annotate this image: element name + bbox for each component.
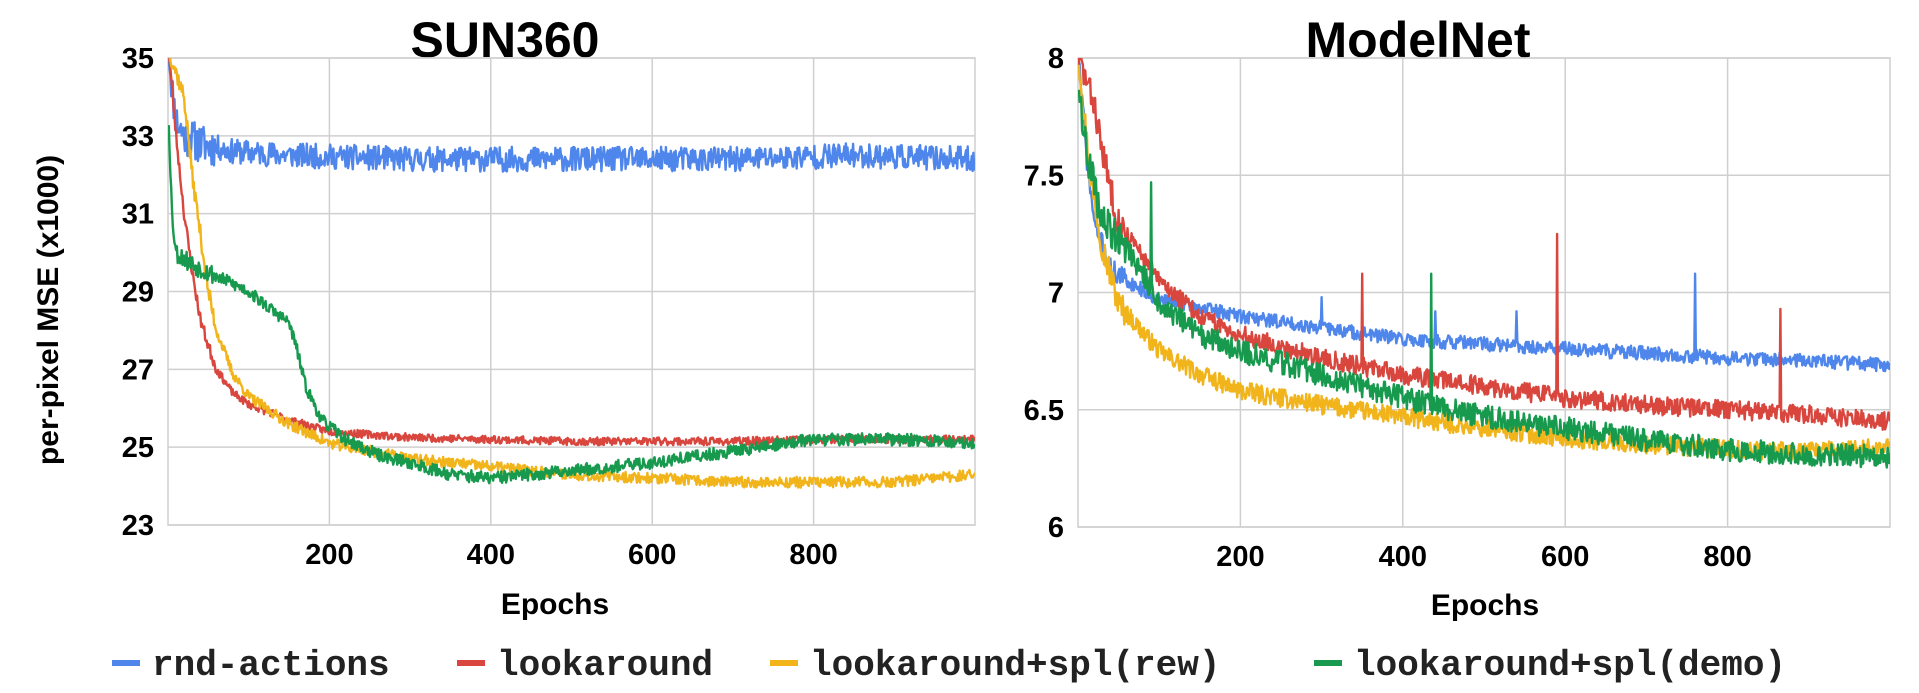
legend-item-lookaround+spl(demo): lookaround+spl(demo) [1314,645,1786,686]
y-tick-label: 35 [122,43,154,75]
x-tick-label: 600 [1541,541,1589,573]
x-tick-label: 200 [1216,541,1264,573]
x-axis-label: Epochs [501,588,609,621]
x-axis-label: Epochs [1431,589,1539,622]
chart-title: SUN360 [411,12,600,68]
y-axis-label: per-pixel MSE (x1000) [32,155,65,465]
series-line-lookaround [1078,58,1890,431]
y-tick-label: 31 [122,199,154,231]
series-line-rnd-actions [1078,62,1890,373]
x-tick-label: 200 [305,539,353,571]
series-line-lookaround+spl(rew) [1078,64,1890,462]
y-tick-label: 8 [1048,43,1064,75]
tick-labels: 35 33 31 29 27 25 23 200 400 600 800 [122,43,838,571]
chart-title: ModelNet [1306,12,1531,68]
x-tick-label: 400 [1379,541,1427,573]
y-tick-label: 25 [122,432,154,464]
grid [167,57,976,526]
legend-label: rnd-actions [152,645,390,686]
series-lines [168,58,975,489]
series-line-lookaround+spl(demo) [168,125,975,485]
x-tick-label: 400 [467,539,515,571]
legend-label: lookaround [497,645,713,686]
y-tick-label: 6.5 [1024,395,1064,427]
chart-panel-modelnet: ModelNet Epochs 8 7.5 7 6.5 6 200 400 600 800 [1024,12,1891,622]
series-line-lookaround [168,58,975,447]
y-tick-label: 7.5 [1024,160,1064,192]
tick-labels: 8 7.5 7 6.5 6 200 400 600 800 [1024,43,1752,573]
x-tick-label: 600 [628,539,676,571]
y-tick-label: 7 [1048,278,1064,310]
y-tick-label: 27 [122,354,154,386]
series-line-rnd-actions [168,60,975,173]
y-tick-label: 29 [122,277,154,309]
series-lines [1078,58,1890,469]
series-line-lookaround+spl(rew) [168,58,975,489]
legend-item-lookaround+spl(rew): lookaround+spl(rew) [770,645,1220,686]
chart-panel-sun360: SUN360 per-pixel MSE (x1000) Epochs 35 33… [32,12,976,621]
y-tick-label: 6 [1048,512,1064,544]
x-tick-label: 800 [789,539,837,571]
y-tick-label: 33 [122,121,154,153]
legend: rnd-actions lookaround lookaround+spl(rew)… [112,645,1786,686]
series-line-lookaround+spl(demo) [1078,89,1890,469]
y-tick-label: 23 [122,510,154,542]
x-tick-label: 800 [1703,541,1751,573]
legend-item-lookaround: lookaround [457,645,713,686]
legend-item-rnd-actions: rnd-actions [112,645,390,686]
legend-label: lookaround+spl(demo) [1354,645,1786,686]
legend-label: lookaround+spl(rew) [810,645,1220,686]
